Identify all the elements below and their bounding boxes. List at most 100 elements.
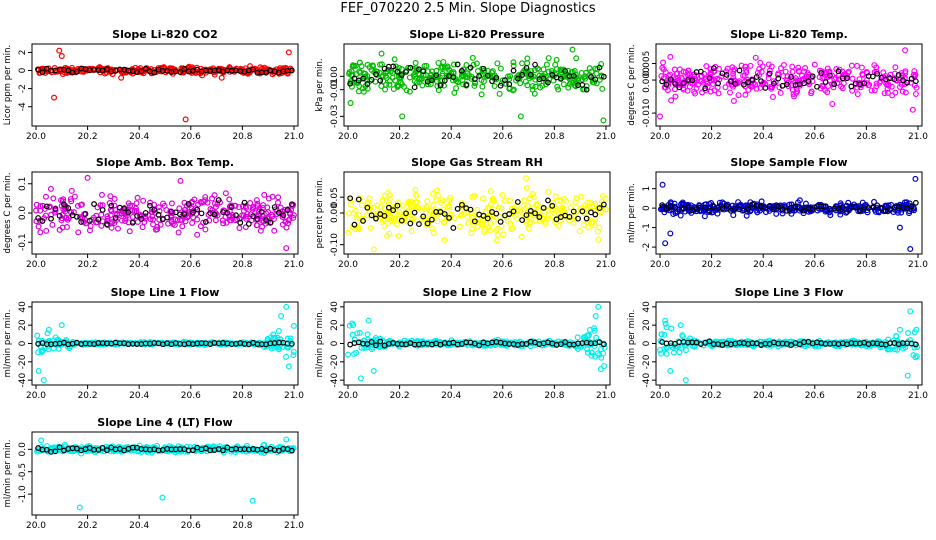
reference-point — [394, 202, 401, 209]
reference-point — [493, 74, 500, 81]
data-point — [399, 202, 406, 209]
data-point — [553, 65, 560, 72]
reference-point — [112, 215, 119, 221]
reference-point — [532, 210, 538, 217]
reference-point — [377, 338, 384, 345]
reference-point — [489, 78, 495, 85]
outlier-point — [600, 117, 607, 124]
data-point — [708, 200, 715, 207]
outlier-point — [370, 368, 377, 375]
reference-point — [775, 75, 782, 82]
reference-point — [506, 211, 513, 217]
chart-panel-2: Slope Li-820 Pressure 20.0 20.2 20.4 20.6 20.… — [315, 28, 616, 142]
reference-point — [476, 342, 483, 349]
data-point — [68, 198, 75, 205]
data-point — [366, 64, 373, 71]
reference-point — [467, 64, 474, 71]
data-point — [567, 204, 574, 211]
outlier-point — [58, 53, 65, 60]
data-point — [585, 224, 592, 231]
data-point — [795, 64, 802, 71]
data-point — [182, 218, 189, 225]
x-tick-label: 21.0 — [284, 521, 304, 531]
reference-point — [454, 61, 461, 68]
reference-point — [659, 78, 666, 85]
data-point — [682, 69, 689, 76]
data-point — [784, 73, 791, 80]
reference-point — [519, 217, 526, 223]
data-point — [243, 215, 250, 222]
outlier-point — [595, 303, 602, 310]
data-point — [370, 63, 377, 70]
reference-point — [194, 206, 201, 213]
data-point — [525, 225, 532, 232]
reference-point — [250, 66, 257, 73]
x-tick-label: 21.0 — [908, 132, 928, 142]
data-point — [726, 89, 733, 96]
reference-point — [364, 80, 371, 87]
data-point — [290, 214, 297, 221]
data-point — [494, 60, 501, 67]
reference-point — [912, 341, 919, 348]
reference-point — [147, 202, 153, 209]
data-point — [34, 332, 41, 339]
outlier-point — [662, 240, 669, 247]
data-point — [381, 192, 388, 199]
plot-frame — [31, 43, 299, 127]
x-tick-label: 20.4 — [441, 260, 461, 270]
data-point — [211, 192, 218, 199]
outlier-point — [523, 175, 530, 182]
data-point — [176, 205, 183, 212]
panel-title: Slope Line 3 Flow — [735, 286, 844, 299]
panel-title: Slope Li-820 Pressure — [409, 28, 544, 41]
y-tick-label: -40 — [18, 373, 28, 388]
data-point — [37, 229, 44, 236]
data-point — [426, 210, 433, 217]
data-point — [347, 201, 354, 208]
y-tick-label: -40 — [642, 373, 652, 388]
data-point — [433, 211, 440, 218]
data-point — [354, 330, 361, 337]
reference-point — [775, 203, 782, 210]
data-point — [489, 68, 496, 75]
data-point — [812, 340, 819, 347]
data-point — [152, 226, 159, 233]
data-point — [890, 337, 897, 344]
reference-point — [549, 202, 556, 209]
reference-point — [510, 67, 517, 74]
data-point — [356, 82, 363, 89]
data-point — [765, 71, 772, 78]
data-point — [537, 84, 544, 91]
reference-point — [822, 79, 829, 85]
data-point — [588, 349, 595, 356]
reference-point — [758, 78, 764, 85]
reference-point — [411, 84, 418, 91]
reference-point — [732, 80, 739, 87]
reference-point — [900, 77, 906, 84]
data-point — [141, 219, 148, 226]
data-point — [394, 199, 401, 206]
reference-point — [56, 212, 63, 219]
reference-point — [783, 207, 790, 214]
reference-point — [190, 209, 196, 216]
data-point — [56, 226, 63, 233]
data-point — [545, 55, 552, 62]
data-point — [68, 187, 75, 194]
data-point — [582, 73, 589, 80]
data-point — [730, 212, 737, 219]
reference-point — [480, 65, 487, 72]
data-point — [356, 329, 363, 336]
data-point — [543, 61, 550, 68]
data-point — [87, 223, 94, 230]
data-point — [46, 203, 53, 210]
outlier-point — [662, 317, 669, 324]
data-point — [864, 203, 871, 210]
outlier-point — [659, 181, 666, 188]
reference-point — [596, 64, 603, 71]
reference-point — [385, 204, 392, 211]
reference-point — [540, 75, 547, 82]
reference-point — [377, 77, 384, 84]
data-point — [74, 202, 81, 209]
data-point — [131, 208, 138, 215]
reference-point — [347, 80, 354, 87]
